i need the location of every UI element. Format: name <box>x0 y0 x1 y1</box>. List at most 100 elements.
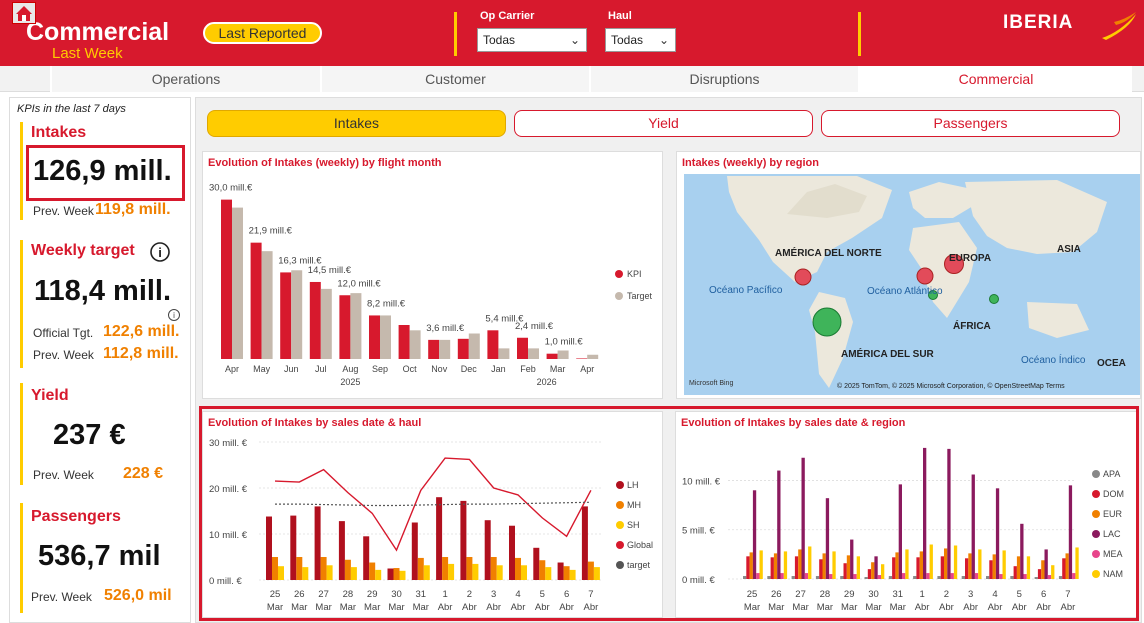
data-label: 5,4 mill.€ <box>485 313 524 324</box>
bar-dom <box>916 557 920 579</box>
x-tick-label: Jun <box>284 364 299 374</box>
region-map[interactable]: AMÉRICA DEL NORTE EUROPA ASIA Océano Pac… <box>677 152 1140 398</box>
tab-customer[interactable]: Customer <box>320 66 589 92</box>
bar-dom <box>965 558 969 579</box>
bar-target <box>409 330 421 359</box>
x-tick-label: Jan <box>491 364 506 374</box>
x-tick-month: Abr <box>1061 602 1076 613</box>
x-tick-month: Mar <box>340 602 356 613</box>
info-icon[interactable]: i <box>167 308 181 322</box>
year-label: 2025 <box>340 377 360 387</box>
bar-apa <box>743 576 747 579</box>
bar-eur <box>773 553 778 579</box>
map-label: Océano Atlántico <box>867 286 943 297</box>
passengers-prev-label: Prev. Week <box>31 590 92 604</box>
bar-target <box>232 207 243 359</box>
bar-sh <box>278 566 284 580</box>
bar-sh <box>593 567 600 580</box>
bar-eur <box>798 549 802 579</box>
chart-title: Evolution of Intakes (weekly) by flight … <box>208 157 442 169</box>
bar-sh <box>521 565 527 580</box>
bar-mh <box>490 557 497 580</box>
bar-mh <box>563 566 570 580</box>
y-tick-label: 0 mill. € <box>682 575 715 586</box>
x-tick-label: Dec <box>461 364 478 374</box>
x-tick-day: 29 <box>367 589 378 600</box>
divider <box>454 12 457 56</box>
x-tick-day: 27 <box>318 589 329 600</box>
bar-mh <box>539 560 546 580</box>
bar-kpi <box>428 339 440 359</box>
bar-sh <box>375 569 382 580</box>
tab-operations[interactable]: Operations <box>50 66 320 92</box>
legend-label: Target <box>627 291 653 301</box>
data-label: 8,2 mill.€ <box>367 298 406 309</box>
bar-mea <box>902 573 906 579</box>
x-tick-month: Abr <box>486 602 501 613</box>
divider <box>858 12 861 56</box>
home-button[interactable] <box>12 2 36 24</box>
legend-label: target <box>627 560 651 570</box>
legend-marker <box>616 541 624 549</box>
bar-target <box>587 354 599 359</box>
y-tick-label: 10 mill. € <box>209 530 248 541</box>
bar-nam <box>1026 556 1031 579</box>
bar-mea <box>1047 575 1052 579</box>
bar-lac <box>923 447 927 579</box>
bar-lh <box>363 536 370 580</box>
kpi-accent-bar <box>20 383 23 485</box>
info-icon[interactable]: i <box>149 241 171 263</box>
bar-apa <box>986 576 990 579</box>
bar-lac <box>947 448 951 579</box>
op-carrier-select[interactable]: Todas ⌄ <box>477 28 587 52</box>
last-reported-button[interactable]: Last Reported <box>203 22 322 44</box>
bar-mea <box>877 575 881 579</box>
bar-nam <box>759 550 763 579</box>
bar-mh <box>320 557 327 580</box>
svg-text:i: i <box>158 245 162 260</box>
yield-prev-value: 228 € <box>123 465 164 482</box>
bar-dom <box>867 569 872 579</box>
chevron-down-icon: ⌄ <box>658 33 669 47</box>
x-tick-day: 2 <box>467 589 472 600</box>
legend-marker <box>1092 530 1100 538</box>
bar-mea <box>853 574 857 579</box>
bar-sh <box>545 567 552 580</box>
bar-target <box>261 251 273 359</box>
tab-yield[interactable]: Yield <box>514 110 813 137</box>
bar-mea <box>804 573 809 579</box>
bar-apa <box>961 576 965 579</box>
haul-select[interactable]: Todas ⌄ <box>605 28 676 52</box>
legend-marker <box>615 270 623 278</box>
y-tick-label: 20 mill. € <box>209 484 248 495</box>
bar-mea <box>926 573 930 579</box>
legend-label: DOM <box>1103 489 1124 499</box>
bar-mh <box>296 557 303 580</box>
x-tick-label: Mar <box>550 364 566 374</box>
bar-nam <box>783 551 788 579</box>
x-tick-month: Mar <box>291 602 307 613</box>
x-tick-day: 7 <box>1065 589 1070 600</box>
data-label: 14,5 mill.€ <box>308 265 352 276</box>
data-label: 12,0 mill.€ <box>337 278 381 289</box>
tab-commercial[interactable]: Commercial <box>858 66 1132 92</box>
bar-nam <box>1002 550 1006 579</box>
op-carrier-value: Todas <box>483 33 516 47</box>
x-tick-day: 2 <box>944 589 949 600</box>
tab-intakes[interactable]: Intakes <box>207 110 506 137</box>
x-tick-month: Abr <box>939 602 954 613</box>
legend-label: LH <box>627 480 639 490</box>
bar-apa <box>1058 576 1063 579</box>
intakes-highlight <box>26 145 185 201</box>
haul-value: Todas <box>611 33 644 47</box>
page-title: Commercial <box>26 18 170 46</box>
passengers-prev-value: 526,0 mil <box>104 587 172 604</box>
map-label: AMÉRICA DEL NORTE <box>775 246 882 259</box>
x-tick-label: Oct <box>403 364 418 374</box>
x-tick-day: 7 <box>588 589 593 600</box>
tab-disruptions[interactable]: Disruptions <box>589 66 858 92</box>
bar-lh <box>509 525 515 580</box>
x-tick-day: 25 <box>747 589 758 600</box>
map-attribution: © 2025 TomTom, © 2025 Microsoft Corporat… <box>837 382 1065 390</box>
tab-passengers[interactable]: Passengers <box>821 110 1120 137</box>
